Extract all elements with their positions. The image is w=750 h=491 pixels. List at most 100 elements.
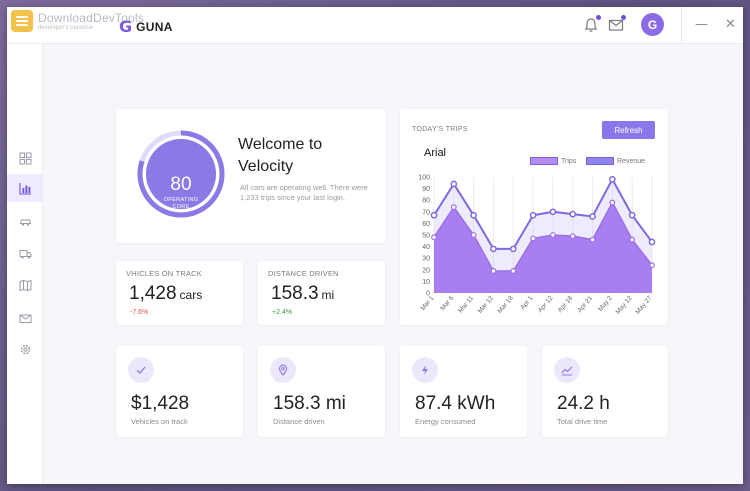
trips-point [450,204,457,211]
app-window: DownloadDevTools developer's paradise G … [7,7,743,484]
y-tick-label: 30 [422,256,430,263]
sidebar [7,44,43,484]
gear-icon [20,344,30,354]
y-tick-label: 20 [422,267,430,274]
x-tick-label: May 12 [615,295,634,316]
revenue-point [569,210,577,218]
sidebar-item-messages[interactable] [7,304,43,332]
car-icon [19,219,31,226]
kpi-card-distance: 158.3 mi Distance driven [258,346,385,437]
stat-card-distance: DISTANCE DRIVEN 158.3 mi +2.4% [258,261,385,325]
gauge-label-line-2: CORE [172,204,190,210]
y-tick-label: 70 [422,209,430,216]
kpi-card-vehicles: $1,428 Vehicles on track [116,346,243,437]
revenue-point [430,211,438,219]
revenue-point [470,211,477,219]
message-dot [621,15,626,20]
gauge-value: 80 [170,174,192,195]
trips-point [629,236,636,243]
notification-dot [596,15,601,20]
sidebar-item-vehicles[interactable] [7,207,43,235]
stat-card-vehicles: VHICLES ON TRACK 1,428 cars -7.6% [116,261,243,325]
kpi-card-energy: 87.4 kWh Energy consumed [400,346,527,437]
stat-value: 158.3 [271,283,319,304]
y-tick-label: 40 [422,244,430,251]
trips-point [649,262,655,269]
y-tick-label: 0 [426,291,430,298]
legend-swatch-trips [530,157,558,165]
sidebar-item-map[interactable] [7,271,43,299]
y-tick-label: 10 [422,279,430,286]
kpi-icon-badge [412,357,438,383]
welcome-text: All cars are operating well. There were … [240,183,368,202]
revenue-point [648,238,656,246]
revenue-point [628,211,636,219]
trips-area [434,202,652,293]
refresh-button[interactable]: Refresh [602,121,655,139]
revenue-point [529,211,537,219]
revenue-line [433,177,653,250]
operating-core-gauge: 80 OPERATING CORE [137,130,225,218]
revenue-point [609,175,616,183]
chart-heading: Arial [424,147,447,159]
trips-point [490,268,497,274]
y-tick-label: 50 [422,233,430,240]
trips-point [431,234,437,241]
kpi-icon-badge [128,357,154,383]
sidebar-item-fleet[interactable] [7,239,43,267]
sidebar-item-analytics[interactable] [7,174,43,202]
legend-item-trips: Trips [530,157,576,165]
watermark-logo: DownloadDevTools developer's paradise [11,10,144,32]
kpi-label: Total drive time [557,417,608,426]
mail-icon [19,314,31,323]
trips-point [530,235,536,242]
brand: G GUNA [119,17,173,36]
stat-change: -7.6% [130,309,149,316]
trips-line [433,200,653,272]
minimize-button[interactable]: — [695,17,708,32]
close-button[interactable]: ✕ [725,17,736,32]
revenue-point [589,213,596,220]
kpi-card-drive-time: 24.2 h Total drive time [542,346,668,437]
x-tick-label: Apr 12 [537,294,555,313]
watermark-title: DownloadDevTools [38,10,144,25]
x-tick-label: Apr 21 [576,294,594,313]
legend-item-revenue: Revenue [586,157,645,165]
bar-chart-icon [18,182,31,195]
legend-swatch-revenue [586,157,614,165]
x-tick-label: Mar 11 [457,294,475,314]
gauge-label-line-1: OPERATING [163,197,199,203]
bell-icon [584,18,598,32]
trips-point [510,268,517,274]
avatar[interactable]: G [641,13,664,36]
y-tick-label: 60 [422,221,430,228]
trips-chart-card: TODAY'S TRIPS Refresh Arial Trips Revenu… [400,109,668,325]
trips-point [609,199,616,206]
y-tick-label: 100 [418,175,430,182]
stat-label: VHICLES ON TRACK [126,269,202,278]
legend-label-trips: Trips [561,157,577,165]
x-tick-label: Mar 6 [439,294,455,312]
map-icon [19,279,31,291]
brand-name: GUNA [136,19,173,34]
y-tick-label: 80 [422,198,430,205]
pin-icon [278,364,288,376]
trips-point [569,233,576,240]
sidebar-item-dashboard[interactable] [7,144,43,172]
titlebar-divider [681,7,682,44]
sidebar-item-settings[interactable] [7,335,43,363]
notification-button[interactable] [582,15,601,34]
kpi-icon-badge [270,357,296,383]
kpi-value: 24.2 h [557,393,610,414]
kpi-label: Distance driven [273,417,325,426]
messages-button[interactable] [607,15,626,34]
title-bar: DownloadDevTools developer's paradise G … [7,7,743,44]
kpi-value: 87.4 kWh [415,393,496,414]
kpi-label: Vehicles on track [131,417,188,426]
legend-label-revenue: Revenue [617,157,646,165]
x-tick-label: Mar 12 [477,294,496,314]
truck-icon [19,249,31,259]
stat-unit: mi [321,288,335,302]
trips-point [589,236,596,243]
